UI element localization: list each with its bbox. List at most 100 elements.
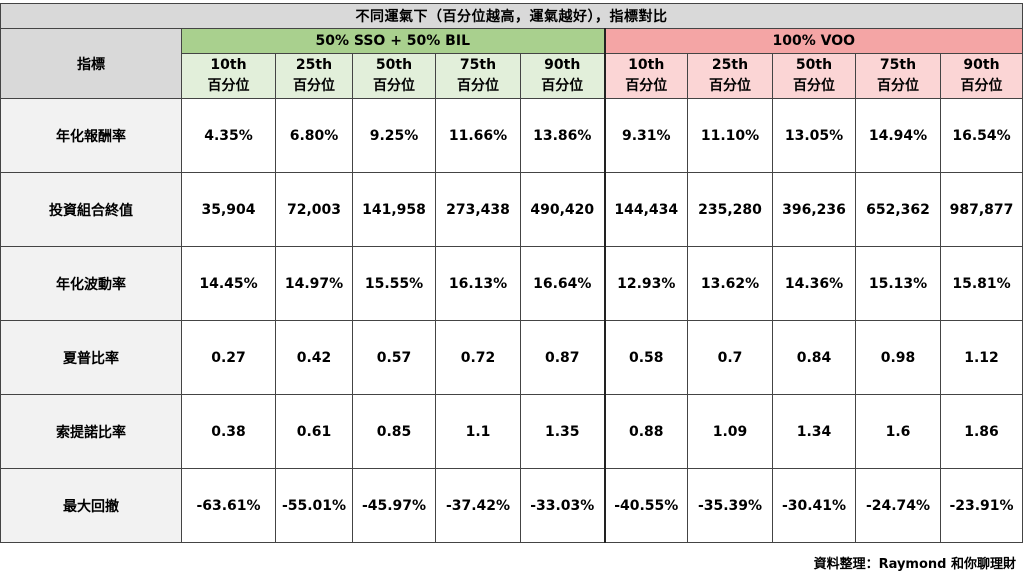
row-label: 年化波動率 [0, 246, 182, 321]
percentile-header: 75th 百分位 [435, 53, 521, 99]
value-cell: -33.03% [520, 468, 605, 543]
value-cell: 0.27 [181, 320, 276, 395]
percentile-rank: 90th [544, 57, 581, 73]
value-cell: 273,438 [435, 172, 521, 247]
percentile-header: 10th 百分位 [181, 53, 276, 99]
percentile-unit: 百分位 [625, 78, 668, 94]
value-cell: 0.84 [772, 320, 856, 395]
table-row: 年化波動率 14.45% 14.97% 15.55% 16.13% 16.64% 12.93… [0, 246, 1024, 321]
value-cell: 15.81% [939, 246, 1024, 321]
value-cell: 15.13% [855, 246, 941, 321]
percentile-unit: 百分位 [793, 78, 835, 94]
value-cell: 1.35 [520, 394, 605, 469]
value-cell: 16.64% [520, 246, 605, 321]
value-cell: 144,434 [603, 172, 688, 247]
percentile-unit: 百分位 [207, 78, 250, 94]
percentile-unit: 百分位 [960, 78, 1003, 94]
percentile-header: 25th 百分位 [687, 53, 773, 99]
value-cell: 1.6 [855, 394, 941, 469]
percentile-unit: 百分位 [373, 78, 415, 94]
value-cell: 14.97% [275, 246, 353, 321]
value-cell: 15.55% [352, 246, 436, 321]
value-cell: 9.31% [603, 98, 688, 173]
percentile-header: 75th 百分位 [855, 53, 941, 99]
row-label: 投資組合終值 [0, 172, 182, 247]
value-cell: 14.94% [855, 98, 941, 173]
percentile-rank: 25th [711, 57, 749, 73]
comparison-table: 不同運氣下（百分位越高，運氣越好），指標對比 指標 50% SSO + 50% … [0, 3, 1024, 543]
value-cell: 14.45% [181, 246, 276, 321]
table-title: 不同運氣下（百分位越高，運氣越好），指標對比 [0, 3, 1024, 29]
value-cell: 0.85 [352, 394, 436, 469]
value-cell: 987,877 [939, 172, 1024, 247]
percentile-rank: 90th [963, 57, 1000, 73]
value-cell: -63.61% [181, 468, 276, 543]
value-cell: 490,420 [520, 172, 605, 247]
percentile-rank: 25th [295, 57, 333, 73]
percentile-unit: 百分位 [293, 78, 335, 94]
metric-header: 指標 [0, 28, 182, 99]
value-cell: -35.39% [687, 468, 773, 543]
percentile-header: 90th 百分位 [939, 53, 1024, 99]
percentile-rank: 10th [628, 57, 665, 73]
percentile-unit: 百分位 [709, 78, 751, 94]
percentile-rank: 75th [459, 57, 497, 73]
value-cell: 14.36% [772, 246, 856, 321]
percentile-unit: 百分位 [457, 78, 499, 94]
value-cell: 1.34 [772, 394, 856, 469]
table-row: 最大回撤 -63.61% -55.01% -45.97% -37.42% -33.03% -… [0, 468, 1024, 543]
percentile-header: 50th 百分位 [772, 53, 856, 99]
value-cell: -55.01% [275, 468, 353, 543]
percentile-unit: 百分位 [541, 78, 584, 94]
value-cell: 0.88 [603, 394, 688, 469]
group-header-voo: 100% VOO [603, 28, 1024, 54]
value-cell: 1.1 [435, 394, 521, 469]
percentile-header: 25th 百分位 [275, 53, 353, 99]
value-cell: 16.13% [435, 246, 521, 321]
value-cell: 0.61 [275, 394, 353, 469]
group-header-sso-bil: 50% SSO + 50% BIL [181, 28, 605, 54]
value-cell: 0.87 [520, 320, 605, 395]
percentile-header: 90th 百分位 [520, 53, 605, 99]
percentile-rank: 50th [375, 57, 413, 73]
source-credit: 資料整理：Raymond 和你聊理財 [813, 557, 1016, 572]
table-row: 夏普比率 0.27 0.42 0.57 0.72 0.87 0.58 0.7 0.84 0.98 1… [0, 320, 1024, 395]
value-cell: -37.42% [435, 468, 521, 543]
value-cell: 235,280 [687, 172, 773, 247]
percentile-rank: 50th [795, 57, 833, 73]
row-label: 最大回撤 [0, 468, 182, 543]
value-cell: -24.74% [855, 468, 941, 543]
table-row: 索提諾比率 0.38 0.61 0.85 1.1 1.35 0.88 1.09 1.34 1.6 1… [0, 394, 1024, 469]
value-cell: 0.7 [687, 320, 773, 395]
row-label: 夏普比率 [0, 320, 182, 395]
value-cell: 12.93% [603, 246, 688, 321]
value-cell: 0.72 [435, 320, 521, 395]
percentile-unit: 百分位 [877, 78, 919, 94]
value-cell: 652,362 [855, 172, 941, 247]
percentile-rank: 75th [879, 57, 917, 73]
value-cell: 396,236 [772, 172, 856, 247]
value-cell: 1.86 [939, 394, 1024, 469]
value-cell: 0.58 [603, 320, 688, 395]
value-cell: -23.91% [939, 468, 1024, 543]
value-cell: 4.35% [181, 98, 276, 173]
value-cell: 9.25% [352, 98, 436, 173]
value-cell: 72,003 [275, 172, 353, 247]
row-label: 索提諾比率 [0, 394, 182, 469]
value-cell: 35,904 [181, 172, 276, 247]
percentile-header: 10th 百分位 [603, 53, 688, 99]
value-cell: 0.42 [275, 320, 353, 395]
value-cell: 6.80% [275, 98, 353, 173]
value-cell: 11.66% [435, 98, 521, 173]
value-cell: 16.54% [939, 98, 1024, 173]
value-cell: -30.41% [772, 468, 856, 543]
value-cell: 1.12 [939, 320, 1024, 395]
value-cell: 0.38 [181, 394, 276, 469]
value-cell: -45.97% [352, 468, 436, 543]
value-cell: 11.10% [687, 98, 773, 173]
row-label: 年化報酬率 [0, 98, 182, 173]
value-cell: 141,958 [352, 172, 436, 247]
value-cell: 0.57 [352, 320, 436, 395]
value-cell: 13.62% [687, 246, 773, 321]
value-cell: 13.86% [520, 98, 605, 173]
